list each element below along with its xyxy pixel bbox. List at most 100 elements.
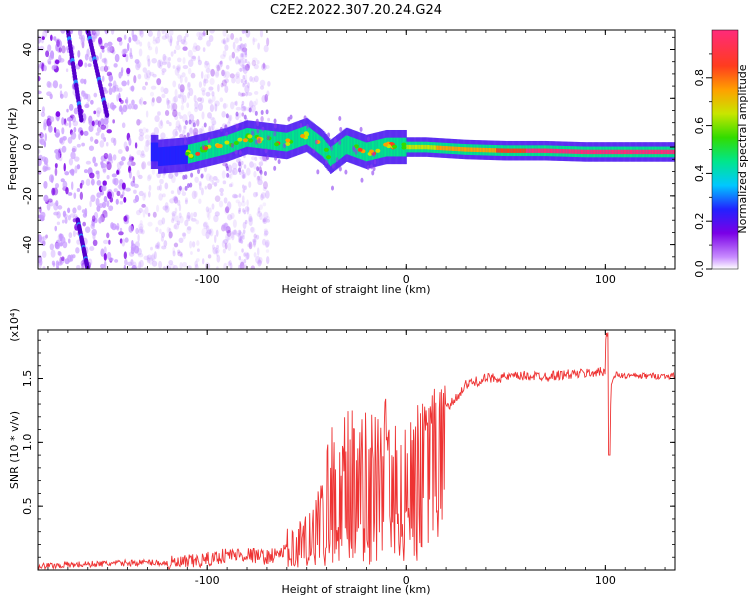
spectrogram-ridge-peak: [640, 149, 643, 155]
spectrogram-scatter-mark: [243, 114, 247, 120]
spectrogram-noise-mark: [142, 85, 147, 91]
spectrogram-band-mark: [241, 169, 245, 174]
spectrogram-ridge-core: [347, 135, 350, 155]
spectrogram-noise-mark: [54, 225, 58, 232]
spectrogram-noise-mark: [80, 130, 84, 136]
spectrogram-x-tick-label: -100: [195, 273, 220, 286]
spectrogram-noise-mark: [174, 171, 179, 177]
spectrogram-ridge-peak: [580, 149, 583, 155]
spectrogram-noise-mark: [49, 116, 55, 123]
spectrogram-ridge-core: [285, 132, 288, 152]
spectrogram-noise-mark: [166, 104, 171, 109]
spectrogram-noise-mark: [244, 205, 250, 212]
spectrogram-ridge-peak: [485, 147, 487, 153]
spectrogram-x-axis-label: Height of straight line (km): [281, 283, 430, 296]
spectrogram-band-mark: [238, 255, 242, 261]
spectrogram-ridge-core: [380, 139, 382, 158]
spectrogram-scatter-mark: [373, 159, 377, 165]
spectrogram-noise-mark: [175, 65, 181, 70]
spectrogram-noise-mark: [77, 205, 82, 211]
spectrogram-ridge-core: [224, 135, 227, 155]
spectrogram-noise-mark: [112, 80, 117, 89]
spectrogram-ridge-core: [312, 130, 314, 149]
spectrogram-noise-mark: [224, 71, 231, 79]
spectrogram-noise-mark: [55, 111, 61, 118]
spectrogram-ridge-peak: [447, 146, 449, 151]
spectrogram-ridge-peak: [455, 146, 458, 152]
spectrogram-ridge-core: [320, 136, 323, 156]
spectrogram-noise-mark: [43, 181, 48, 189]
spectrogram-noise-mark: [102, 209, 108, 218]
spectrogram-noise-mark: [138, 228, 144, 234]
spectrogram-noise-mark: [145, 69, 152, 79]
spectrogram-noise-mark: [159, 228, 162, 234]
spectrogram-noise-mark: [158, 59, 163, 67]
spectrogram-noise-mark: [100, 161, 104, 169]
spectrogram-scatter-mark: [186, 183, 190, 189]
spectrogram-noise-mark: [194, 260, 198, 268]
spectrogram-band-mark: [238, 193, 242, 198]
spectrogram-ridge-core: [349, 136, 351, 156]
spectrogram-noise-mark: [238, 67, 244, 72]
spectrogram-noise-mark: [172, 128, 178, 138]
spectrogram-scatter-mark: [225, 131, 229, 137]
spectrogram-ridge-peak: [427, 145, 430, 150]
spectrogram-noise-mark: [55, 152, 61, 160]
spectrogram-noise-mark: [183, 125, 187, 134]
spectrogram-ridge-peak: [444, 146, 447, 151]
spectrogram-noise-mark: [203, 78, 207, 87]
spectrogram-noise-mark: [61, 127, 65, 135]
spectrogram-noise-mark: [110, 137, 115, 143]
spectrogram-ridge-core: [310, 129, 313, 148]
spectrogram-noise-mark: [164, 32, 169, 40]
spectrogram-ridge-peak: [597, 149, 600, 155]
spectrogram-noise-mark: [214, 103, 218, 112]
spectrogram-noise-mark: [138, 48, 143, 57]
snr-x-tick-label: 100: [595, 574, 616, 587]
spectrogram-y-tick-label: 40: [21, 43, 34, 57]
spectrogram-noise-mark: [108, 80, 112, 89]
spectrogram-noise-mark: [265, 190, 270, 199]
spectrogram-noise-mark: [66, 108, 69, 113]
spectrogram-ridge-core: [384, 137, 387, 157]
spectrogram-ridge-peak: [576, 149, 578, 154]
spectrogram-ridge-peak: [511, 148, 514, 153]
spectrogram-ridge-core: [396, 137, 399, 157]
spectrogram-ridge-peak: [669, 149, 671, 155]
spectrogram-ridge-peak: [632, 149, 634, 155]
spectrogram-scatter-mark: [299, 123, 303, 129]
spectrogram-noise-mark: [208, 228, 212, 236]
spectrogram-noise-mark: [116, 161, 122, 170]
spectrogram-noise-mark: [147, 161, 152, 166]
spectrogram-ridge-peak: [439, 145, 442, 151]
spectrogram-noise-mark: [54, 163, 58, 169]
spectrogram-noise-mark: [98, 217, 102, 224]
spectrogram-ridge-core: [222, 136, 225, 155]
spectrogram-noise-mark: [129, 47, 133, 57]
spectrogram-band-mark: [240, 47, 244, 52]
spectrogram-band-mark: [243, 164, 247, 169]
spectrogram-noise-mark: [239, 52, 245, 60]
spectrogram-ridge-peak: [449, 146, 452, 151]
spectrogram-band-mark: [242, 174, 245, 179]
spectrogram-noise-mark: [224, 44, 229, 51]
spectrogram-ridge-peak: [518, 148, 521, 153]
spectrogram-noise-mark: [252, 192, 258, 198]
snr-panel: -100 0 100 0.5 1.0 1.5 Height of straight li…: [8, 308, 676, 596]
spectrogram-ridge-core: [297, 128, 300, 148]
spectrogram-ridge-core: [350, 136, 352, 156]
spectrogram-noise-mark: [55, 133, 60, 138]
spectrogram-noise-mark: [86, 93, 91, 102]
spectrogram-noise-mark: [167, 61, 171, 69]
spectrogram-noise-mark: [141, 162, 145, 170]
spectrogram-noise-mark: [253, 170, 257, 178]
spectrogram-noise-mark: [232, 219, 237, 228]
spectrogram-ridge-peak: [583, 149, 585, 155]
spectrogram-noise-mark: [147, 173, 152, 180]
spectrogram-ridge-peak: [560, 149, 563, 154]
spectrogram-ridge-peak: [486, 147, 489, 153]
spectrogram-noise-mark: [72, 207, 77, 214]
spectrogram-ridge-core: [368, 141, 370, 161]
spectrogram-scatter-mark: [230, 143, 234, 149]
spectrogram-ridge-peak: [424, 144, 426, 150]
